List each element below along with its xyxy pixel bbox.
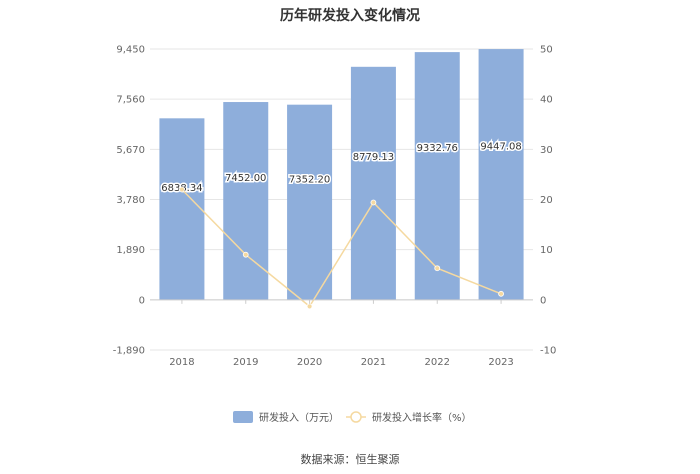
y-right-tick-label: -10 xyxy=(540,346,556,357)
grid-layer xyxy=(150,48,533,351)
bar xyxy=(478,49,524,300)
bar-layer: 6838.347452.007352.208779.139332.769447.… xyxy=(159,49,524,300)
y-right-tick-label: 0 xyxy=(540,295,546,306)
legend-marker-line xyxy=(350,411,362,423)
legend-label-bar: 研发投入（万元） xyxy=(259,411,339,424)
y-left-tick-label: 1,890 xyxy=(116,245,145,256)
bar-value-label: 7452.00 xyxy=(225,173,266,184)
chart-title: 历年研发投入变化情况 xyxy=(280,7,420,24)
bar xyxy=(287,104,333,300)
growth-point xyxy=(370,199,377,206)
axis-layer: -1,890 -10 0 0 1,890 10 3,780 20 5,670 30 7,560 40 9… xyxy=(113,45,557,369)
y-right-tick-label: 20 xyxy=(540,195,553,206)
x-tick-label: 2018 xyxy=(169,357,194,368)
bar xyxy=(223,102,269,300)
legend-label-line: 研发投入增长率（%） xyxy=(372,411,472,424)
data-source: 数据来源：恒生聚源 xyxy=(301,452,400,466)
growth-line xyxy=(181,188,502,308)
x-tick-label: 2022 xyxy=(425,357,450,368)
y-right-tick-label: 50 xyxy=(540,45,553,56)
y-left-tick-label: 5,670 xyxy=(116,145,145,156)
bar xyxy=(350,66,396,300)
bar xyxy=(159,118,205,300)
y-left-tick-label: 3,780 xyxy=(116,195,145,206)
growth-point xyxy=(179,186,185,193)
bar-value-label: 9332.76 xyxy=(417,143,458,154)
bar xyxy=(414,52,460,300)
y-right-tick-label: 30 xyxy=(540,145,553,156)
growth-point xyxy=(498,290,504,297)
x-tick-label: 2023 xyxy=(488,357,513,368)
x-tick-label: 2021 xyxy=(361,357,386,368)
x-tick-label: 2020 xyxy=(297,357,322,368)
bar-value-label: 7352.20 xyxy=(289,175,330,186)
y-right-tick-label: 10 xyxy=(540,245,553,256)
bar-value-label: 8779.13 xyxy=(353,152,394,163)
growth-point xyxy=(434,265,441,272)
legend: 研发投入（万元） 研发投入增长率（%） xyxy=(233,411,472,424)
growth-point xyxy=(306,303,313,310)
y-left-tick-label: 9,450 xyxy=(116,45,145,56)
y-left-tick-label: 0 xyxy=(139,295,145,306)
y-right-tick-label: 40 xyxy=(540,95,553,106)
growth-point xyxy=(242,251,249,258)
x-tick-label: 2019 xyxy=(233,357,258,368)
line-layer xyxy=(179,186,504,310)
legend-swatch-bar xyxy=(233,411,253,423)
y-left-tick-label: -1,890 xyxy=(113,346,145,357)
bar-value-label: 9447.08 xyxy=(480,141,521,152)
y-left-tick-label: 7,560 xyxy=(116,95,145,106)
